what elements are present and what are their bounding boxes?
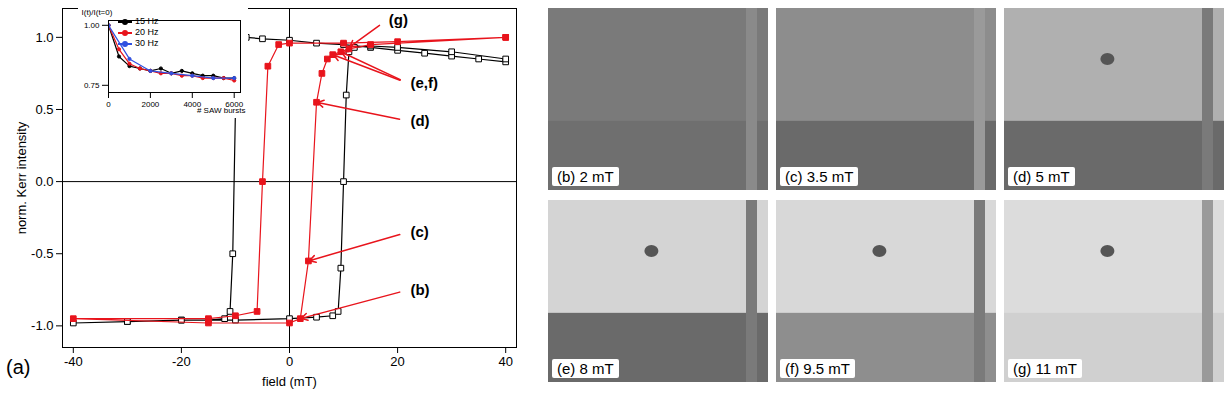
svg-text:1.00: 1.00: [84, 21, 100, 30]
svg-text:norm. Kerr intensity: norm. Kerr intensity: [14, 121, 29, 234]
html-text:30 Hz: 30 Hz: [135, 38, 159, 48]
svg-text:field (mT): field (mT): [262, 374, 317, 389]
svg-text:0: 0: [106, 100, 111, 109]
svg-text:40: 40: [498, 354, 512, 369]
html-text:(b) 2 mT: (b) 2 mT: [557, 168, 614, 185]
svg-text:-40: -40: [64, 354, 83, 369]
svg-text:(d): (d): [410, 112, 429, 129]
html-text:(g) 11 mT: (g) 11 mT: [1013, 360, 1077, 377]
svg-text:-0.5: -0.5: [31, 246, 53, 261]
svg-text:2000: 2000: [142, 100, 160, 109]
svg-text:20: 20: [390, 354, 404, 369]
svg-text:-20: -20: [172, 354, 191, 369]
svg-text:(g): (g): [389, 11, 408, 28]
html-text:(c) 3.5 mT: (c) 3.5 mT: [785, 168, 854, 185]
svg-text:(e,f): (e,f): [410, 74, 438, 91]
html-text:(e) 8 mT: (e) 8 mT: [557, 360, 614, 377]
svg-text:0: 0: [286, 354, 293, 369]
svg-text:0.75: 0.75: [84, 81, 100, 90]
svg-text:(b): (b): [410, 281, 429, 298]
html-text:(a): (a): [6, 356, 31, 378]
html-text:(f) 9.5 mT: (f) 9.5 mT: [785, 360, 850, 377]
svg-text:I(t)/I(t=0): I(t)/I(t=0): [82, 8, 113, 17]
svg-text:0.0: 0.0: [35, 174, 53, 189]
svg-text:-1.0: -1.0: [31, 318, 53, 333]
svg-text:1.0: 1.0: [35, 30, 53, 45]
svg-text:0.5: 0.5: [35, 102, 53, 117]
html-text:15 Hz: 15 Hz: [135, 16, 159, 26]
html-text:(d) 5 mT: (d) 5 mT: [1013, 168, 1070, 185]
html-text:20 Hz: 20 Hz: [135, 27, 159, 37]
svg-text:# SAW bursts: # SAW bursts: [197, 106, 246, 115]
svg-text:(c): (c): [410, 223, 428, 240]
svg-text:4000: 4000: [183, 100, 202, 110]
